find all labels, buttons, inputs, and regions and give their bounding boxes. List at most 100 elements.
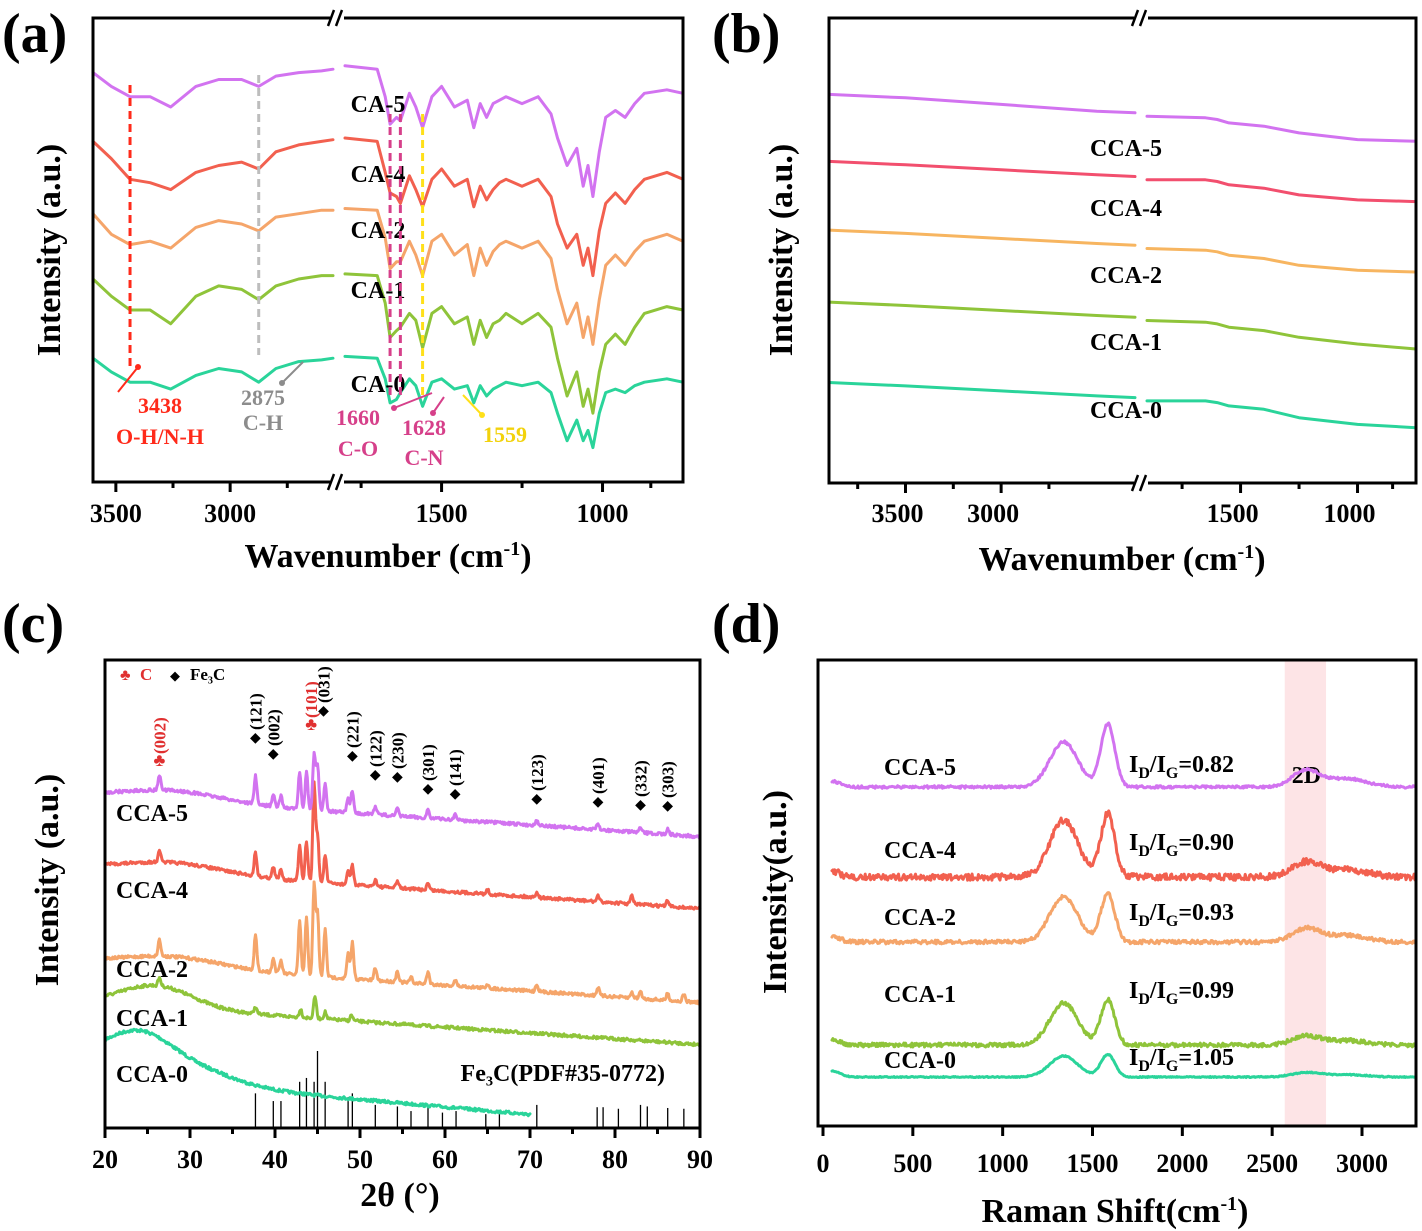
d-series-cca-1 [830, 996, 1418, 1049]
b-xlabel-sup: -1 [1238, 541, 1255, 563]
b-series-label-cca-5: CCA-5 [1090, 136, 1162, 162]
d-ratio-label-cca-0: ID/IG=1.05 [1129, 1045, 1234, 1075]
a-series-ca-5-left [91, 67, 335, 109]
d-x-axis-title: Raman Shift(cm-1) [982, 1193, 1249, 1230]
d-ratio-sub-d: D [1138, 991, 1150, 1008]
d-ratio-value: =0.93 [1178, 900, 1234, 926]
c-series-group: CCA-0 CCA-1 CCA-2 CCA-4 CCA-5 [103, 750, 702, 1118]
c-series-cca-1 [103, 976, 702, 1048]
d-ratio-slash-i: /I [1149, 978, 1166, 1004]
d-xlabel-close: ) [1237, 1193, 1248, 1230]
b-series-group: CCA-0 CCA-1 CCA-2 CCA-4 CCA-5 [827, 92, 1418, 430]
d-2d-shaded-band [1284, 661, 1327, 1125]
panel-label-d: (d) [712, 593, 780, 655]
d-series-cca-5 [830, 721, 1418, 790]
a-arrowhead-1559 [479, 412, 485, 418]
a-anno-value-1628: 1628 [402, 415, 446, 440]
b-series-label-cca-0: CCA-0 [1090, 398, 1162, 424]
c-peak-label: (221) [343, 711, 362, 748]
c-legend-label-c: C [140, 665, 152, 684]
c-peak-label: (002) [264, 709, 283, 746]
c-x-tick-label-90: 90 [687, 1145, 713, 1174]
a-xlabel-close: ) [520, 538, 531, 575]
d-series-cca-2 [830, 891, 1418, 946]
c-peak-label: (123) [528, 754, 547, 791]
a-series-label-ca-4: CA-4 [351, 162, 406, 188]
d-ratio-i: I [1129, 752, 1138, 778]
c-peak-marker-fe3c: ◆ [392, 770, 403, 785]
a-axis-break-mark [334, 473, 344, 491]
a-anno-value-1660: 1660 [336, 405, 380, 430]
d-ratio-label-cca-5: ID/IG=0.82 [1129, 752, 1234, 782]
a-arrow-1660 [393, 392, 433, 409]
d-series-cca-4 [830, 809, 1418, 882]
b-axis-break-mark [1138, 474, 1148, 492]
panel-a-ftir-ca: (a) CA-0 CA-1 CA-2 CA-4 CA-5 3438 O-H/N-H 2875… [2, 3, 685, 575]
a-plot-frame [91, 16, 685, 484]
b-series-label-cca-4: CCA-4 [1090, 196, 1162, 222]
c-y-axis-title: Intensity (a.u.) [29, 774, 66, 987]
b-xlabel-close: ) [1254, 541, 1265, 578]
d-x-tick-label-2000: 2000 [1156, 1149, 1208, 1178]
c-peak-label: (303) [659, 761, 678, 798]
b-x-axis-title: Wavenumber (cm-1) [978, 541, 1265, 578]
panel-b-ftir-cca: (b) CCA-0 CCA-1 CCA-2 CCA-4 CCA-5 3500 3000 15… [712, 3, 1418, 578]
d-ratio-value: =1.05 [1178, 1045, 1234, 1071]
b-series-cca-0-left [827, 381, 1137, 400]
a-series-label-ca-1: CA-1 [351, 278, 406, 304]
c-x-axis: 20 30 40 50 60 70 80 90 [92, 1128, 713, 1174]
c-legend-symbol-fe-c: ◆ [170, 668, 180, 683]
c-legend-symbol-c: ♣ [120, 667, 131, 684]
b-series-cca-2-left [827, 228, 1137, 247]
c-peak-marker-fe3c: ◆ [268, 747, 279, 762]
b-series-cca-1-right [1145, 319, 1418, 351]
c-x-tick-label-80: 80 [602, 1145, 628, 1174]
d-x-tick-label-3000: 3000 [1336, 1149, 1388, 1178]
c-peak-label: (031) [315, 666, 334, 703]
c-peak-marker-fe3c: ◆ [450, 787, 461, 802]
d-ratio-i: I [1129, 900, 1138, 926]
c-x-tick-label-50: 50 [347, 1145, 373, 1174]
a-series-group: CA-0 CA-1 CA-2 CA-4 CA-5 [91, 64, 685, 450]
c-series-label-cca-2: CCA-2 [116, 957, 188, 983]
c-peak-label: (230) [388, 732, 407, 769]
d-2d-band-region: 2D [1284, 661, 1327, 1125]
b-x-tick-label-1500: 1500 [1207, 499, 1259, 528]
d-series-label-cca-2: CCA-2 [884, 905, 956, 931]
panel-c-xrd: (c) Fe₃C(PDF#35-0772) CCA-0CCA-1CCA-2CCA… [2, 593, 713, 1214]
d-ratio-label-cca-2: ID/IG=0.93 [1129, 900, 1234, 930]
d-y-axis-title: Intensity(a.u.) [757, 790, 794, 994]
d-ratio-slash-i: /I [1149, 900, 1166, 926]
b-x-tick-label-3000: 3000 [967, 499, 1019, 528]
c-peak-marker-fe3c: ◆ [593, 795, 604, 810]
b-axis-break-mark [1138, 9, 1148, 27]
d-x-tick-label-1000: 1000 [977, 1149, 1029, 1178]
a-series-ca-0-left [91, 356, 335, 391]
c-series-cca-2 [103, 880, 702, 1006]
panel-label-a: (a) [2, 3, 67, 65]
a-series-label-ca-2: CA-2 [351, 218, 406, 244]
d-x-axis: 0 500 1000 1500 2000 2500 3000 [817, 1126, 1388, 1178]
c-peak-label: (401) [589, 757, 608, 794]
a-x-axis: 3500 3000 1500 1000 [90, 9, 653, 528]
a-anno-bond-3438: O-H/N-H [116, 424, 204, 449]
c-peak-marker-fe3c: ◆ [662, 799, 673, 814]
d-ratio-label-cca-4: ID/IG=0.90 [1129, 830, 1234, 860]
b-series-label-cca-2: CCA-2 [1090, 263, 1162, 289]
c-series-label-cca-1: CCA-1 [116, 1006, 188, 1032]
panel-label-c: (c) [2, 593, 64, 655]
c-peak-marker-fe3c: ◆ [423, 782, 434, 797]
d-ratio-sub-g: G [1166, 913, 1179, 930]
a-x-tick-label-1000: 1000 [577, 499, 629, 528]
c-peak-marker-fe3c: ◆ [347, 749, 358, 764]
d-ratio-slash-i: /I [1149, 1045, 1166, 1071]
d-2d-label: 2D [1292, 763, 1321, 789]
d-ratio-i: I [1129, 978, 1138, 1004]
b-series-cca-4-right [1145, 178, 1418, 204]
a-series-ca-1-right [343, 272, 685, 415]
c-series-label-cca-0: CCA-0 [116, 1062, 188, 1088]
b-series-cca-5-left [827, 92, 1137, 115]
